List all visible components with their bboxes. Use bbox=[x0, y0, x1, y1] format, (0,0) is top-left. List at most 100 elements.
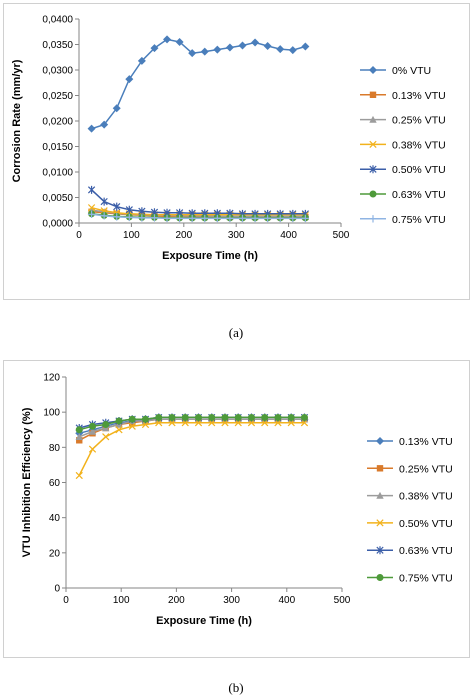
data-point bbox=[274, 413, 282, 421]
legend-label: 0.63% VTU bbox=[399, 545, 453, 557]
data-point bbox=[188, 49, 197, 58]
data-point bbox=[128, 415, 136, 423]
data-point bbox=[200, 47, 209, 56]
data-point bbox=[201, 214, 209, 223]
y-tick-label: 120 bbox=[43, 373, 60, 384]
legend-marker bbox=[369, 215, 377, 223]
legend-entry: 0.63% VTU bbox=[360, 189, 446, 201]
data-point bbox=[163, 35, 172, 44]
legend-entry: 0.38% VTU bbox=[367, 491, 453, 503]
series-3 bbox=[75, 415, 309, 440]
legend-entry: 0.63% VTU bbox=[367, 545, 453, 557]
x-axis-title: Exposure Time (h) bbox=[162, 250, 258, 262]
data-point bbox=[168, 413, 176, 421]
series-line bbox=[91, 206, 306, 216]
data-point bbox=[181, 413, 189, 421]
x-tick-label: 0 bbox=[76, 230, 82, 241]
y-tick-label: 40 bbox=[49, 513, 61, 524]
legend-entry: 0.75% VTU bbox=[367, 573, 453, 585]
chart-panel-b: 0 20 40 60 80 100 120 0 100 200 300 400 500 Exposure … bbox=[3, 360, 470, 658]
y-tick-label: 0,0400 bbox=[42, 15, 73, 26]
data-point bbox=[128, 422, 136, 430]
data-point bbox=[289, 214, 297, 223]
legend-label: 0.13% VTU bbox=[392, 90, 446, 102]
data-point bbox=[301, 42, 310, 51]
data-point bbox=[208, 419, 216, 427]
series-line bbox=[91, 189, 306, 215]
series-4 bbox=[75, 419, 309, 480]
legend-marker bbox=[376, 465, 384, 472]
legend-entry: 0.50% VTU bbox=[360, 164, 446, 176]
legend-entry: 0.25% VTU bbox=[367, 463, 453, 475]
legend-marker bbox=[376, 574, 384, 581]
legend-label: 0.25% VTU bbox=[399, 463, 453, 475]
series-6 bbox=[75, 413, 308, 434]
data-point bbox=[75, 426, 83, 434]
y-tick-label: 80 bbox=[49, 443, 61, 454]
y-tick-label: 0 bbox=[54, 584, 60, 595]
legend-label: 0.63% VTU bbox=[392, 189, 446, 201]
legend-marker bbox=[369, 190, 377, 198]
data-point bbox=[88, 422, 96, 430]
data-point bbox=[87, 124, 96, 133]
data-point bbox=[234, 413, 242, 421]
legend-entry: 0.25% VTU bbox=[360, 115, 446, 127]
legend-marker bbox=[369, 165, 377, 174]
y-tick-label: 0,0250 bbox=[42, 91, 73, 102]
data-point bbox=[175, 37, 184, 46]
y-tick-label: 0,0000 bbox=[42, 219, 73, 230]
legend-marker bbox=[376, 519, 384, 527]
y-tick-label: 0,0350 bbox=[42, 40, 73, 51]
data-point bbox=[87, 185, 96, 194]
data-point bbox=[181, 419, 189, 427]
data-point bbox=[287, 413, 295, 421]
data-point bbox=[163, 214, 171, 223]
data-point bbox=[274, 419, 282, 427]
corrosion-rate-chart: 0,0000 0,0050 0,0100 0,0150 0,0200 0,0250 0,03… bbox=[11, 15, 446, 263]
series-2 bbox=[76, 416, 308, 444]
data-point bbox=[112, 104, 121, 113]
data-point bbox=[100, 120, 109, 129]
x-tick-label: 400 bbox=[280, 230, 297, 241]
data-point bbox=[175, 214, 184, 223]
data-point bbox=[300, 419, 309, 427]
data-point bbox=[87, 210, 96, 219]
data-point bbox=[251, 214, 259, 223]
data-point bbox=[221, 419, 229, 427]
x-tick-label: 200 bbox=[175, 230, 192, 241]
data-point bbox=[261, 413, 269, 421]
data-point bbox=[247, 419, 256, 427]
legend-label: 0.38% VTU bbox=[399, 491, 453, 503]
series-1 bbox=[87, 35, 310, 133]
inhibition-efficiency-chart: 0 20 40 60 80 100 120 0 100 200 300 400 500 Exposure … bbox=[21, 373, 453, 628]
data-point bbox=[234, 419, 242, 427]
series-line bbox=[91, 38, 306, 130]
y-tick-label: 20 bbox=[49, 548, 61, 559]
data-point bbox=[221, 413, 229, 421]
data-point bbox=[213, 45, 222, 54]
y-tick-label: 0,0100 bbox=[42, 168, 73, 179]
legend-label: 0.25% VTU bbox=[392, 115, 446, 127]
data-point bbox=[100, 212, 108, 220]
data-point bbox=[208, 413, 216, 421]
x-tick-label: 200 bbox=[168, 595, 185, 606]
y-tick-label: 0,0200 bbox=[42, 117, 73, 128]
data-point bbox=[125, 213, 134, 222]
legend-entry: 0.13% VTU bbox=[367, 436, 453, 448]
data-point bbox=[150, 214, 159, 222]
data-point bbox=[87, 204, 96, 212]
figure-caption-a: (a) bbox=[228, 325, 244, 340]
data-point bbox=[155, 419, 163, 427]
series-5 bbox=[87, 185, 309, 218]
x-tick-label: 500 bbox=[334, 595, 351, 606]
legend-entry: 0% VTU bbox=[360, 65, 431, 77]
data-point bbox=[263, 42, 272, 51]
legend-marker bbox=[369, 66, 377, 74]
data-point bbox=[194, 419, 203, 427]
data-point bbox=[138, 214, 146, 222]
data-point bbox=[168, 419, 176, 427]
data-point bbox=[188, 214, 196, 223]
x-tick-label: 300 bbox=[223, 595, 240, 606]
series-7 bbox=[87, 210, 310, 223]
x-tick-label: 500 bbox=[333, 230, 350, 241]
